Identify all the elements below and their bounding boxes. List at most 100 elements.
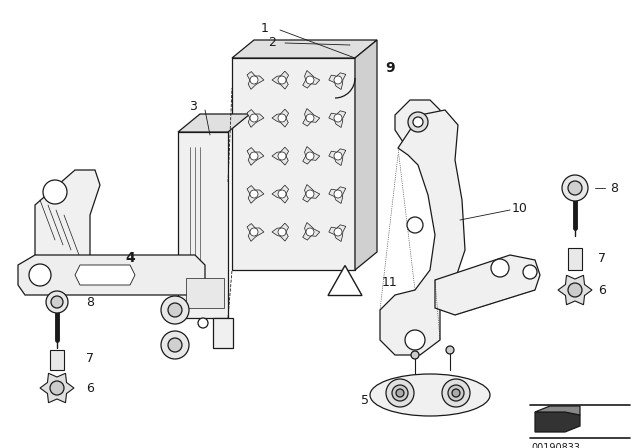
Circle shape xyxy=(407,217,423,233)
Polygon shape xyxy=(35,170,100,265)
Text: 9: 9 xyxy=(385,61,395,75)
Circle shape xyxy=(250,76,258,84)
Circle shape xyxy=(50,381,64,395)
Text: 5: 5 xyxy=(361,393,369,406)
Polygon shape xyxy=(247,185,264,203)
Circle shape xyxy=(568,283,582,297)
Polygon shape xyxy=(247,147,264,165)
Polygon shape xyxy=(303,223,320,240)
Circle shape xyxy=(392,385,408,401)
Text: 6: 6 xyxy=(598,284,606,297)
Circle shape xyxy=(43,180,67,204)
Circle shape xyxy=(278,114,286,122)
Text: 4: 4 xyxy=(125,251,135,265)
Polygon shape xyxy=(272,147,289,165)
Polygon shape xyxy=(178,132,228,318)
Polygon shape xyxy=(535,412,580,432)
Circle shape xyxy=(334,76,342,84)
Circle shape xyxy=(452,389,460,397)
Polygon shape xyxy=(303,146,320,164)
Text: 2: 2 xyxy=(268,36,276,49)
Polygon shape xyxy=(303,108,320,126)
Polygon shape xyxy=(328,266,362,296)
Text: 8: 8 xyxy=(610,181,618,194)
Polygon shape xyxy=(247,110,264,127)
Polygon shape xyxy=(303,70,320,88)
Polygon shape xyxy=(380,110,465,355)
Polygon shape xyxy=(395,100,440,148)
Polygon shape xyxy=(75,265,135,285)
Polygon shape xyxy=(247,224,264,241)
Circle shape xyxy=(334,114,342,122)
Text: !: ! xyxy=(343,283,348,293)
Polygon shape xyxy=(329,111,346,128)
Polygon shape xyxy=(329,225,346,241)
Text: 7: 7 xyxy=(598,251,606,264)
Text: 10: 10 xyxy=(512,202,528,215)
Circle shape xyxy=(408,112,428,132)
Polygon shape xyxy=(535,406,580,415)
Polygon shape xyxy=(40,373,74,403)
Circle shape xyxy=(168,338,182,352)
Polygon shape xyxy=(303,185,320,202)
Circle shape xyxy=(168,303,182,317)
Circle shape xyxy=(278,190,286,198)
Circle shape xyxy=(306,228,314,236)
Text: 7: 7 xyxy=(86,352,94,365)
Polygon shape xyxy=(329,149,346,165)
Circle shape xyxy=(250,190,258,198)
Polygon shape xyxy=(329,187,346,203)
Circle shape xyxy=(250,152,258,160)
Polygon shape xyxy=(213,318,233,348)
Circle shape xyxy=(442,379,470,407)
Polygon shape xyxy=(558,275,592,305)
Circle shape xyxy=(523,265,537,279)
Circle shape xyxy=(568,181,582,195)
Polygon shape xyxy=(272,109,289,127)
Circle shape xyxy=(396,389,404,397)
Circle shape xyxy=(306,76,314,84)
Circle shape xyxy=(334,152,342,160)
Circle shape xyxy=(51,296,63,308)
Polygon shape xyxy=(272,71,289,89)
Circle shape xyxy=(250,228,258,236)
Circle shape xyxy=(405,330,425,350)
Polygon shape xyxy=(232,58,355,270)
Text: 00190833: 00190833 xyxy=(531,443,580,448)
Circle shape xyxy=(386,379,414,407)
Circle shape xyxy=(411,351,419,359)
Polygon shape xyxy=(435,255,540,315)
Circle shape xyxy=(491,259,509,277)
Polygon shape xyxy=(272,185,289,203)
Polygon shape xyxy=(18,255,205,295)
Polygon shape xyxy=(355,40,377,270)
Circle shape xyxy=(413,117,423,127)
Circle shape xyxy=(446,346,454,354)
Text: 3: 3 xyxy=(189,100,197,113)
Circle shape xyxy=(562,175,588,201)
Circle shape xyxy=(306,190,314,198)
Circle shape xyxy=(278,76,286,84)
Ellipse shape xyxy=(370,374,490,416)
Circle shape xyxy=(448,385,464,401)
Polygon shape xyxy=(178,114,250,132)
Circle shape xyxy=(306,152,314,160)
Polygon shape xyxy=(329,73,346,90)
Circle shape xyxy=(250,114,258,122)
Circle shape xyxy=(278,228,286,236)
Circle shape xyxy=(334,228,342,236)
Text: 1: 1 xyxy=(261,22,269,34)
Polygon shape xyxy=(272,223,289,241)
Circle shape xyxy=(161,331,189,359)
Circle shape xyxy=(198,318,208,328)
Bar xyxy=(50,350,64,370)
Bar xyxy=(568,248,582,270)
Circle shape xyxy=(278,152,286,160)
Circle shape xyxy=(29,264,51,286)
Text: 8: 8 xyxy=(86,297,94,310)
Polygon shape xyxy=(186,278,224,308)
Polygon shape xyxy=(232,40,377,58)
Circle shape xyxy=(306,114,314,122)
Circle shape xyxy=(334,190,342,198)
Text: 11: 11 xyxy=(382,276,398,289)
